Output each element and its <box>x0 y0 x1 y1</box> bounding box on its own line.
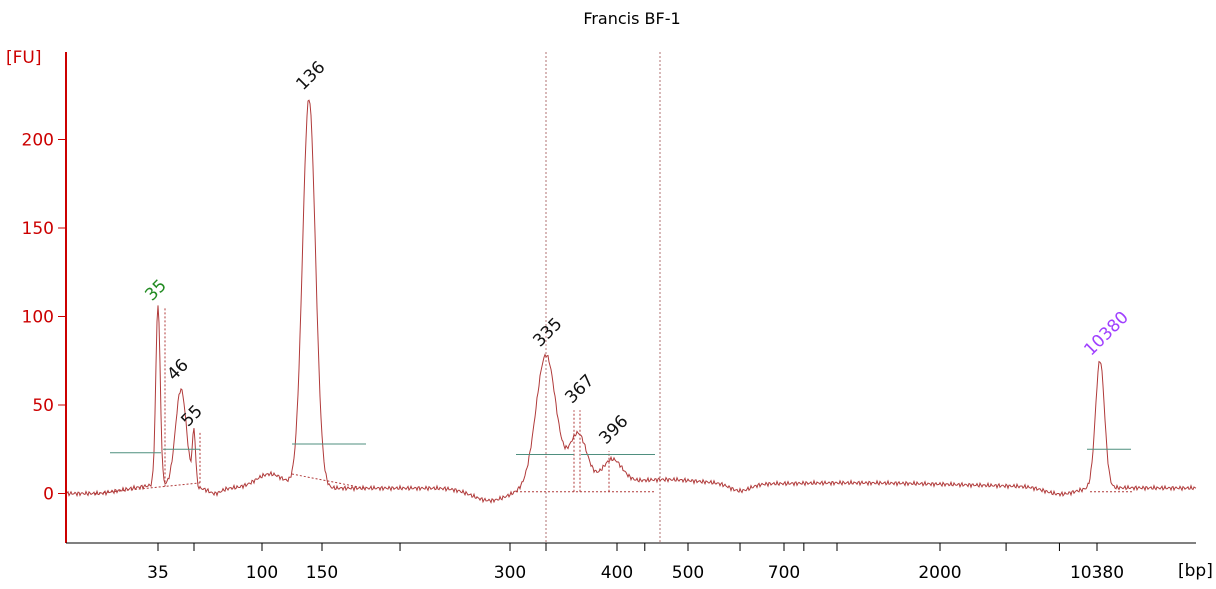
peak-label: 55 <box>177 401 206 430</box>
x-tick-label: 2000 <box>918 563 961 583</box>
x-tick-label: 500 <box>672 563 704 583</box>
peak-label: 396 <box>595 411 632 448</box>
integration-line <box>94 482 201 494</box>
peak-label: 46 <box>163 355 192 384</box>
x-tick-label: 10380 <box>1070 563 1124 583</box>
x-tick-label: 100 <box>246 563 278 583</box>
electropherogram-trace <box>65 99 1197 504</box>
y-tick-label: 50 <box>32 396 54 416</box>
chart-title: Francis BF-1 <box>583 9 680 28</box>
integration-line <box>291 473 366 489</box>
y-tick-label: 100 <box>22 308 54 328</box>
x-tick-label: 700 <box>768 563 800 583</box>
x-tick-label: 35 <box>147 563 169 583</box>
peak-label: 367 <box>561 371 598 408</box>
peak-label: 10380 <box>1080 308 1132 360</box>
x-axis-label: [bp] <box>1178 561 1213 581</box>
y-axis-label: [FU] <box>6 48 42 68</box>
x-tick-label: 150 <box>306 563 338 583</box>
peak-label: 335 <box>529 314 566 351</box>
x-tick-label: 400 <box>601 563 633 583</box>
y-tick-label: 0 <box>43 485 54 505</box>
y-tick-label: 200 <box>22 131 54 151</box>
y-tick-label: 150 <box>22 219 54 239</box>
peak-label: 35 <box>141 276 170 305</box>
x-tick-label: 300 <box>494 563 526 583</box>
peak-label: 136 <box>292 57 329 94</box>
